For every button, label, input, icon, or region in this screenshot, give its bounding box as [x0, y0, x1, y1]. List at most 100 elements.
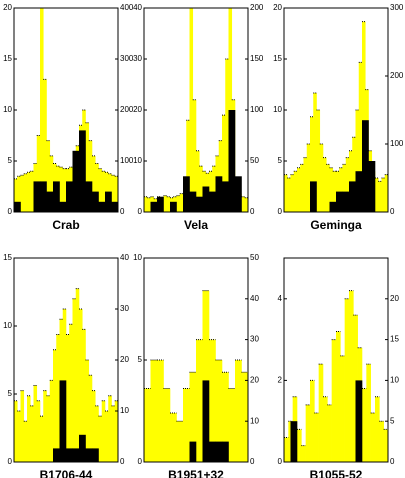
- y-tick-label: 5: [138, 355, 143, 364]
- y-tick-label: 10: [133, 253, 142, 262]
- count-bar: [72, 150, 80, 212]
- y2-tick-label: 0: [390, 207, 395, 216]
- profile-bin: [199, 166, 203, 212]
- y2-tick-label: 20: [250, 376, 259, 385]
- count-bar: [46, 191, 54, 212]
- count-bar: [329, 201, 337, 212]
- y2-tick-label: 100: [250, 105, 264, 114]
- profile-bin: [56, 334, 60, 462]
- profile-bin: [326, 164, 330, 212]
- profile-bin: [297, 429, 302, 462]
- profile-bin: [101, 171, 106, 212]
- profile-bin: [189, 8, 194, 212]
- profile-bin: [222, 372, 229, 462]
- y2-tick-label: 0: [120, 457, 125, 466]
- profile-bin: [381, 178, 386, 212]
- profile-bin: [33, 385, 38, 462]
- profile-bin: [192, 99, 197, 212]
- count-bar: [235, 176, 242, 212]
- y2-tick-label: 5: [390, 416, 395, 425]
- y2-tick-label: 100: [390, 139, 404, 148]
- panel-title: B1706-44: [40, 468, 93, 478]
- count-bar: [189, 191, 197, 212]
- profile-bin: [297, 167, 301, 212]
- profile-bin: [284, 437, 289, 462]
- profile-bin: [105, 411, 109, 462]
- count-bar: [215, 441, 223, 462]
- y-tick-label: 5: [8, 156, 13, 165]
- count-bar: [53, 448, 60, 462]
- profile-bin: [40, 416, 44, 462]
- count-bar: [85, 448, 93, 462]
- profile-bin: [40, 8, 44, 212]
- profile-bin: [202, 290, 210, 462]
- profile-bin: [49, 155, 54, 212]
- profile-bin: [310, 116, 314, 212]
- profile-bin: [62, 168, 67, 212]
- count-bar: [92, 448, 99, 462]
- count-bar: [40, 181, 47, 212]
- panel-title: B1055-52: [310, 468, 363, 478]
- y2-tick-label: 20: [120, 355, 129, 364]
- profile-bin: [209, 339, 216, 462]
- profile-bin: [370, 413, 376, 462]
- profile-bin: [355, 110, 360, 212]
- profile-bin: [98, 416, 103, 462]
- profile-bin: [92, 155, 96, 212]
- count-bar: [79, 434, 86, 462]
- y2-tick-label: 0: [390, 457, 395, 466]
- y2-tick-label: 0: [120, 207, 125, 216]
- profile-bin: [235, 360, 242, 462]
- profile-bin: [301, 445, 306, 462]
- profile-bin: [20, 390, 25, 462]
- y2-tick-label: 400: [120, 3, 134, 12]
- y2-tick-label: 40: [120, 253, 129, 262]
- profile-bin: [183, 388, 190, 462]
- profile-bin: [316, 110, 321, 212]
- profile-bin: [98, 168, 103, 212]
- count-bar: [209, 441, 216, 462]
- profile-bin: [284, 174, 288, 212]
- count-bar: [170, 201, 177, 212]
- y-tick-label: 0: [278, 457, 283, 466]
- profile-bin: [196, 150, 200, 212]
- profile-bin: [36, 400, 41, 462]
- profile-bin: [30, 171, 34, 212]
- profile-bin: [46, 395, 51, 462]
- y-tick-label: 10: [3, 105, 12, 114]
- profile-bin: [20, 175, 25, 212]
- y-tick-label: 5: [278, 156, 283, 165]
- profile-bin: [82, 329, 86, 462]
- y-tick-label: 0: [138, 457, 143, 466]
- profile-bin: [43, 79, 47, 213]
- count-bar: [111, 201, 119, 212]
- count-bar: [59, 380, 67, 462]
- panel-title: B1951+32: [168, 468, 224, 478]
- y-tick-label: 20: [3, 3, 12, 12]
- profile-bin: [378, 181, 382, 212]
- profile-bin: [179, 193, 184, 212]
- count-bar: [290, 421, 298, 462]
- y-tick-label: 0: [8, 457, 13, 466]
- profile-bin: [287, 178, 291, 212]
- count-bar: [362, 120, 369, 212]
- count-bar: [33, 181, 41, 212]
- count-bar: [157, 196, 164, 212]
- profile-bin: [147, 197, 151, 212]
- profile-bin: [332, 171, 337, 212]
- profile-bin: [23, 421, 28, 462]
- count-bar: [209, 191, 216, 212]
- profile-bin: [362, 388, 367, 462]
- y2-tick-label: 10: [120, 406, 129, 415]
- count-bar: [66, 448, 73, 462]
- y-tick-label: 10: [273, 105, 282, 114]
- profile-bin: [318, 364, 324, 462]
- count-bar: [342, 191, 350, 212]
- count-bar: [53, 181, 60, 212]
- count-bar: [215, 176, 223, 212]
- profile-bin: [189, 372, 197, 462]
- profile-bin: [101, 400, 106, 462]
- profile-bin: [163, 388, 171, 462]
- y-tick-label: 15: [3, 54, 12, 63]
- y2-tick-label: 50: [250, 253, 259, 262]
